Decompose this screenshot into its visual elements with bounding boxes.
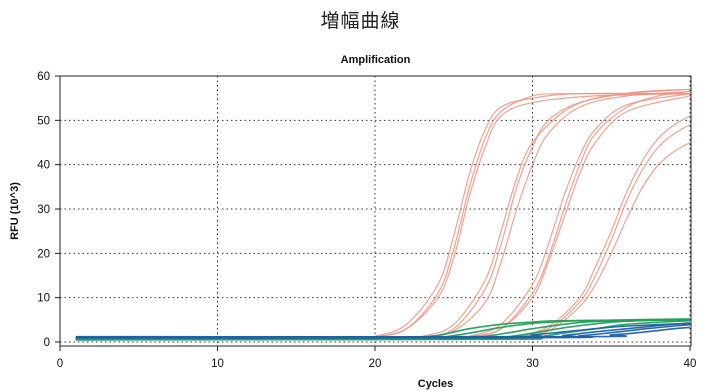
x-tick-label: 30 (526, 358, 539, 370)
x-axis-label: Cycles (418, 378, 453, 390)
y-tick-label: 0 (44, 337, 50, 349)
series-line-red-10 (75, 124, 691, 339)
grid (59, 75, 692, 347)
x-tick-label: 20 (369, 358, 382, 370)
series-lines (75, 88, 691, 341)
chart-title: Amplification (341, 54, 411, 66)
series-line-red-12 (75, 141, 691, 339)
page-title: 増幅曲線 (320, 10, 401, 32)
tick-labels: 0 10 20 30 40 50 60 0 10 20 30 40 (37, 71, 696, 370)
series-line-blue-21 (75, 326, 691, 338)
y-tick-label: 10 (37, 293, 50, 305)
y-tick-label: 20 (37, 248, 50, 260)
series-line-red-9 (75, 95, 691, 339)
y-tick-label: 60 (37, 71, 50, 83)
series-line-red-6 (75, 90, 691, 339)
series-line-red-11 (75, 115, 691, 339)
x-tick-label: 40 (684, 358, 697, 370)
x-tick-label: 10 (211, 358, 224, 370)
y-tick-label: 50 (37, 115, 50, 127)
y-tick-label: 40 (37, 160, 50, 172)
series-line-blue-20 (75, 323, 691, 339)
y-tick-label: 30 (37, 204, 50, 216)
x-tick-label: 0 (57, 358, 63, 370)
y-axis-label: RFU (10^3) (9, 182, 21, 240)
series-line-red-7 (75, 90, 691, 339)
